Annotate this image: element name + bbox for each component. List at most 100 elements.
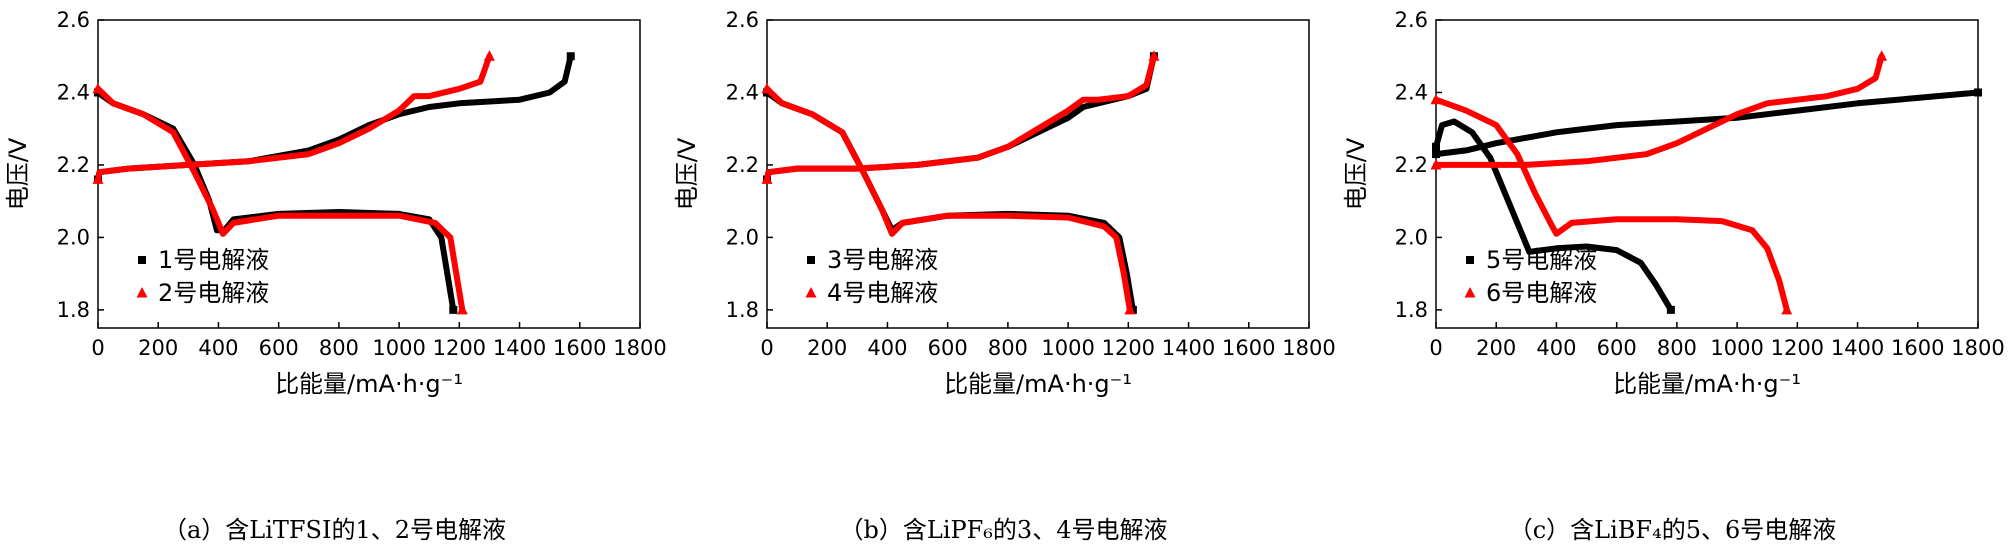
x-tick-label: 1200: [433, 336, 486, 360]
series-2: [92, 50, 495, 315]
x-axis-title: 比能量/mA·h·g⁻¹: [944, 370, 1132, 398]
series-1-discharge-curve: [1433, 118, 1674, 313]
series-2-discharge-curve: [95, 85, 466, 313]
legend-marker-2: [136, 287, 148, 298]
series-1: [1432, 88, 1982, 314]
x-tick-label: 0: [1429, 336, 1442, 360]
legend-marker-1: [138, 256, 146, 264]
series-2: [1430, 50, 1888, 315]
series-1: [763, 52, 1158, 314]
y-tick-label: 2.6: [57, 8, 90, 32]
x-tick-label: 600: [1597, 336, 1637, 360]
y-tick-label: 2.2: [726, 153, 759, 177]
legend-marker-2: [1464, 287, 1476, 298]
x-tick-label: 1600: [553, 336, 606, 360]
series-2: [761, 50, 1160, 315]
series-1-discharge-curve: [95, 89, 457, 313]
series-1-charge-end-marker: [1974, 88, 1982, 97]
series-2-discharge-start-marker: [761, 82, 773, 94]
y-tick-label: 2.4: [57, 80, 90, 104]
x-tick-label: 800: [319, 336, 359, 360]
legend-label-2: 2号电解液: [158, 279, 269, 307]
series-2-charge-curve: [95, 53, 493, 183]
caption-b: （b）含LiPF₆的3、4号电解液: [839, 516, 1168, 544]
legend-marker-2: [805, 287, 817, 298]
x-tick-label: 1800: [1282, 336, 1335, 360]
series-1-discharge-end-marker: [1666, 305, 1675, 314]
legend-label-2: 4号电解液: [827, 279, 938, 307]
x-axis-title: 比能量/mA·h·g⁻¹: [1613, 370, 1801, 398]
x-tick-label: 0: [760, 336, 773, 360]
series-1-charge-curve: [1433, 89, 1981, 158]
legend-marker-1: [807, 256, 815, 264]
y-tick-label: 2.4: [1395, 80, 1428, 104]
x-tick-label: 0: [91, 336, 104, 360]
x-tick-label: 200: [807, 336, 847, 360]
x-tick-label: 1000: [372, 336, 425, 360]
y-axis-title: 电压/V: [673, 137, 701, 210]
series-2-charge-start-marker: [761, 173, 773, 184]
x-tick-label: 1400: [493, 336, 546, 360]
y-tick-label: 2.0: [726, 225, 759, 249]
panel-c: 0 200 400 600 800 1000 1200 1400 1600 1800 1.8 2.0 2…: [1338, 0, 2007, 546]
series-2-discharge-end-marker: [456, 303, 468, 315]
series-1-discharge-curve: [764, 89, 1136, 313]
caption-a: （a）含LiTFSI的1、2号电解液: [162, 516, 507, 544]
y-tick-label: 1.8: [57, 298, 90, 322]
x-tick-label: 800: [988, 336, 1028, 360]
y-axis-title: 电压/V: [1342, 137, 1370, 210]
y-axis-title: 电压/V: [4, 137, 32, 210]
x-tick-label: 1200: [1771, 336, 1824, 360]
x-tick-label: 400: [1536, 336, 1576, 360]
series-2-discharge-start-marker: [1430, 93, 1442, 105]
chart-c: 0 200 400 600 800 1000 1200 1400 1600 1800 1.8 2.0 2…: [1342, 8, 2005, 398]
series-2-discharge-end-marker: [1124, 303, 1136, 315]
y-tick-label: 2.0: [1395, 225, 1428, 249]
series-2-charge-end-marker: [1148, 50, 1160, 61]
chart-b: 0 200 400 600 800 1000 1200 1400 1600 1800 1.8 2.0 2…: [673, 8, 1336, 398]
x-tick-label: 1600: [1222, 336, 1275, 360]
legend-label-1: 3号电解液: [827, 246, 938, 274]
series-2-charge-curve: [764, 53, 1157, 183]
x-tick-label: 600: [259, 336, 299, 360]
y-tick-label: 1.8: [726, 298, 759, 322]
series-2-charge-end-marker: [483, 50, 495, 61]
y-tick-label: 2.2: [1395, 153, 1428, 177]
x-tick-label: 800: [1657, 336, 1697, 360]
series-2-charge-start-marker: [1430, 158, 1442, 170]
y-tick-label: 2.0: [57, 225, 90, 249]
series-1-discharge-start-marker: [1432, 142, 1440, 151]
chart-a: 0 200 400 600 800 1000 1200 1400 1600 1800 1.8 2.0 2…: [4, 8, 667, 398]
panel-a: 0 200 400 600 800 1000 1200 1400 1600 1800 1.8 2.0 2…: [0, 0, 669, 546]
series-2-discharge-end-marker: [1781, 303, 1793, 315]
x-tick-label: 1000: [1710, 336, 1763, 360]
series-2-discharge-curve: [1433, 96, 1790, 313]
legend-label-2: 6号电解液: [1486, 279, 1597, 307]
y-tick-label: 2.6: [726, 8, 759, 32]
series-2-discharge-start-marker: [92, 82, 104, 94]
caption-c: （c）含LiBF₄的5、6号电解液: [1508, 516, 1837, 544]
series-1-discharge-end-marker: [449, 305, 458, 314]
series-2-charge-curve: [1433, 53, 1885, 168]
y-tick-label: 1.8: [1395, 298, 1428, 322]
series-2-charge-end-marker: [1876, 50, 1888, 61]
series-2-charge-start-marker: [92, 173, 104, 184]
x-tick-label: 400: [198, 336, 238, 360]
series-1: [94, 52, 575, 314]
x-tick-label: 1400: [1831, 336, 1884, 360]
x-tick-label: 1000: [1041, 336, 1094, 360]
x-tick-label: 1800: [613, 336, 666, 360]
x-tick-label: 400: [867, 336, 907, 360]
y-tick-label: 2.2: [57, 153, 90, 177]
series-1-charge-end-marker: [566, 52, 575, 61]
y-tick-label: 2.6: [1395, 8, 1428, 32]
x-tick-label: 200: [1476, 336, 1516, 360]
plot-frame: [1435, 19, 1979, 329]
x-tick-label: 1600: [1891, 336, 1944, 360]
x-tick-label: 600: [928, 336, 968, 360]
y-tick-label: 2.4: [726, 80, 759, 104]
series-1-charge-start-marker: [1432, 150, 1440, 159]
x-axis-title: 比能量/mA·h·g⁻¹: [275, 370, 463, 398]
legend-label-1: 5号电解液: [1486, 246, 1597, 274]
